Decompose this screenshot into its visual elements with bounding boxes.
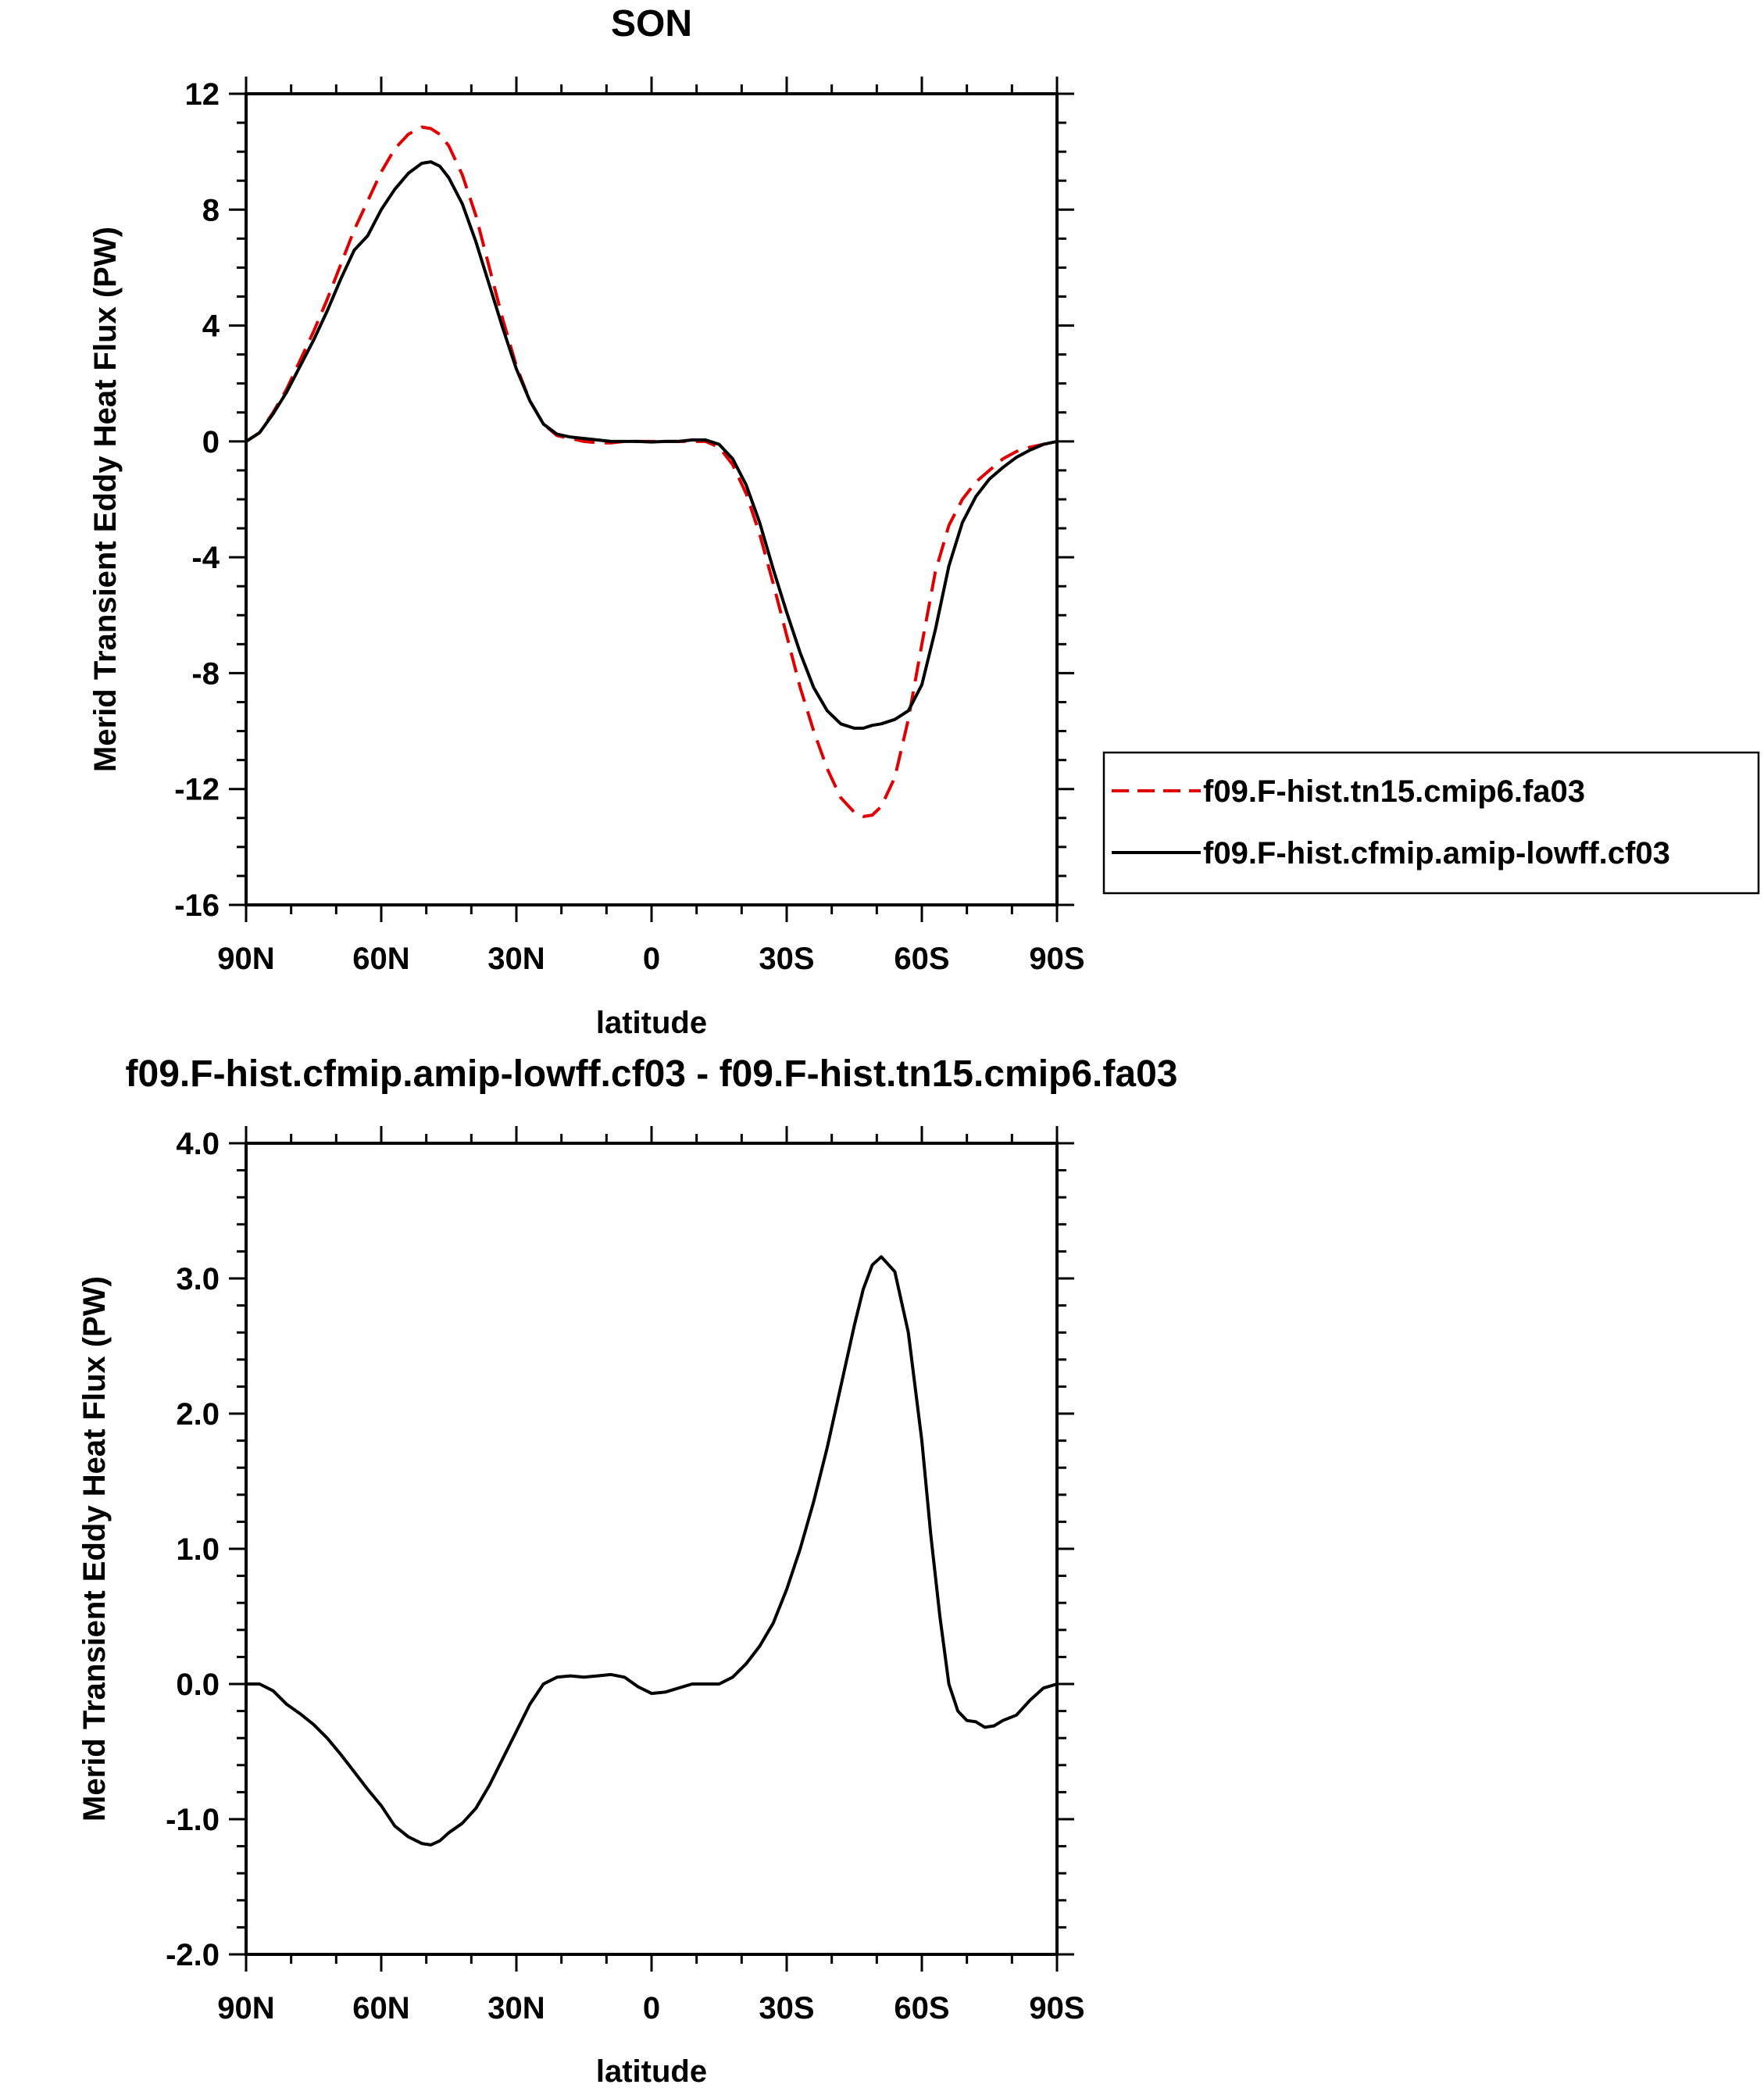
y-tick-label: -1.0 <box>166 1803 220 1837</box>
plot-frame <box>245 92 1059 906</box>
x-tick-label: 30N <box>487 1991 545 2025</box>
top-chart: SON 90N 60N 30N 0 30S 60S 90S 12840-4-8-12-16 … <box>88 3 1760 1040</box>
y-axis-title: Merid Transient Eddy Heat Flux (PW) <box>77 1276 112 1822</box>
legend-box <box>1102 751 1760 895</box>
y-tick-label: -2.0 <box>166 1938 220 1972</box>
y-tick-labels: 4.0 3.0 2.0 1.0 0.0 -1.0 -2.0 <box>166 1127 220 1972</box>
series-line-2 <box>245 160 1058 730</box>
y-tick-label: -4 <box>191 541 220 575</box>
chart-title: SON <box>611 3 692 45</box>
y-tick-label: 0 <box>202 425 220 459</box>
x-tick-label: 0 <box>643 1991 660 2025</box>
x-tick-label: 60S <box>894 942 949 976</box>
x-tick-label: 90N <box>217 942 274 976</box>
y-tick-label: 1.0 <box>176 1532 220 1567</box>
y-tick-label: 4 <box>202 309 220 344</box>
series-line-1 <box>245 125 1058 818</box>
x-tick-label: 90S <box>1029 1991 1084 2025</box>
chart-title: f09.F-hist.cfmip.amip-lowff.cf03 - f09.F… <box>126 1053 1178 1095</box>
series-layer <box>246 1255 1058 1847</box>
tick-marks <box>229 1126 1074 1972</box>
x-tick-label: 30S <box>759 942 814 976</box>
x-tick-label: 60S <box>894 1991 949 2025</box>
y-tick-label: 0.0 <box>176 1668 220 1702</box>
y-tick-label: 2.0 <box>176 1397 220 1432</box>
legend-label-series-2: f09.F-hist.cfmip.amip-lowff.cf03 <box>1203 836 1670 871</box>
x-axis-title: latitude <box>596 2054 707 2088</box>
x-tick-label: 90N <box>217 1991 274 2025</box>
x-tick-label: 90S <box>1029 942 1084 976</box>
y-tick-label: -8 <box>191 656 220 691</box>
x-axis-title: latitude <box>596 1006 707 1040</box>
y-axis-title: Merid Transient Eddy Heat Flux (PW) <box>88 227 123 772</box>
plot-frame <box>245 1142 1059 1956</box>
y-tick-label: -16 <box>174 888 220 923</box>
series-line-1 <box>246 1255 1058 1847</box>
y-tick-label: 8 <box>202 193 220 227</box>
x-tick-label: 30S <box>759 1991 814 2025</box>
y-tick-label: 3.0 <box>176 1262 220 1296</box>
y-tick-label: 12 <box>185 77 220 112</box>
legend: f09.F-hist.tn15.cmip6.fa03 f09.F-hist.cf… <box>1102 751 1760 895</box>
y-tick-label: -12 <box>174 773 220 807</box>
x-tick-label: 60N <box>352 1991 409 2025</box>
series-layer <box>245 125 1058 818</box>
x-tick-labels: 90N 60N 30N 0 30S 60S 90S <box>217 942 1084 976</box>
y-tick-labels: 12 8 4 0 -4 -8 -12 -16 <box>174 77 220 923</box>
x-tick-label: 60N <box>352 942 409 976</box>
legend-label-series-1: f09.F-hist.tn15.cmip6.fa03 <box>1203 774 1585 809</box>
x-tick-label: 0 <box>643 942 660 976</box>
bottom-chart: f09.F-hist.cfmip.amip-lowff.cf03 - f09.F… <box>77 1053 1177 2088</box>
tick-marks <box>229 77 1074 922</box>
x-tick-label: 30N <box>487 942 545 976</box>
y-tick-label: 4.0 <box>176 1127 220 1161</box>
x-tick-labels: 90N 60N 30N 0 30S 60S 90S <box>217 1991 1084 2025</box>
